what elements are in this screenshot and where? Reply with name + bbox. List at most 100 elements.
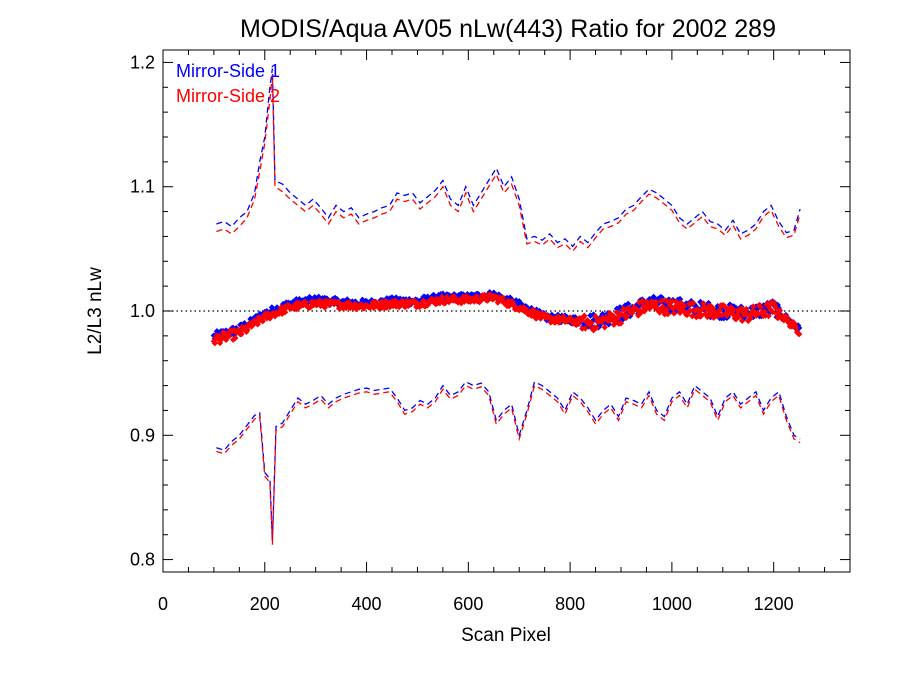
mirror-side-2-point — [611, 318, 619, 326]
mirror-side-2-point — [703, 304, 710, 312]
mirror-side-1-point — [512, 297, 520, 304]
mirror-side-1-point — [516, 298, 523, 305]
mirror-side-1-point — [613, 305, 621, 312]
mirror-side-2-point — [254, 321, 261, 328]
x-tick-label: 400 — [352, 594, 382, 614]
mirror-side-2-point — [666, 301, 674, 309]
mirror-side-2-point — [658, 297, 665, 304]
mirror-side-1-point — [605, 321, 612, 328]
mirror-side-2-point — [588, 319, 595, 327]
y-tick-label: 1.2 — [130, 52, 155, 72]
mirror-side-2-point — [621, 311, 629, 318]
mirror-side-2-upper-line — [216, 74, 801, 253]
mirror-side-2-point — [519, 306, 526, 314]
mirror-side-2-point — [736, 307, 744, 314]
mirror-side-2-point — [281, 308, 289, 316]
mirror-side-2-point — [581, 312, 588, 319]
mirror-side-2-point — [499, 294, 507, 301]
mirror-side-2-point — [729, 305, 737, 313]
mirror-side-2-point — [716, 306, 723, 314]
mirror-side-2-point — [795, 330, 803, 338]
mirror-side-1-point — [543, 316, 550, 324]
mirror-side-2-point — [663, 306, 670, 313]
mirror-side-2-point — [601, 324, 608, 331]
mirror-side-2-point — [750, 303, 757, 310]
mirror-side-2-point — [677, 299, 685, 307]
mirror-side-2-point — [669, 305, 677, 312]
mirror-side-1-point — [714, 302, 721, 310]
mirror-side-2-point — [680, 302, 688, 310]
mirror-side-2-point — [231, 326, 238, 334]
mirror-side-2-point — [709, 305, 716, 312]
mirror-side-1-lower-line — [216, 380, 801, 541]
mirror-side-2-point — [772, 304, 779, 311]
x-axis-label: Scan Pixel — [461, 625, 551, 646]
mirror-side-2-point — [778, 315, 786, 322]
mirror-side-2-point — [748, 311, 755, 319]
mirror-side-2-point — [575, 320, 582, 328]
mirror-side-2-point — [551, 319, 559, 326]
mirror-side-2-point — [623, 313, 631, 320]
mirror-side-2-point — [653, 299, 660, 306]
mirror-side-2-point — [747, 315, 754, 322]
x-tick-label: 1000 — [652, 594, 692, 614]
x-tick-label: 600 — [453, 594, 483, 614]
y-tick-label: 0.8 — [130, 550, 155, 570]
mirror-side-1-point — [697, 298, 704, 306]
mirror-side-2-point — [624, 304, 632, 312]
mirror-side-2-point — [484, 297, 491, 304]
mirror-side-2-point — [690, 299, 697, 307]
x-tick-label: 200 — [250, 594, 280, 614]
mirror-side-2-point — [521, 307, 528, 315]
mirror-side-2-point — [378, 298, 386, 305]
mirror-side-2-point — [668, 297, 676, 305]
mirror-side-2-point — [638, 309, 645, 316]
mirror-side-2-point — [516, 306, 523, 314]
mirror-side-2-point — [724, 305, 732, 313]
mirror-side-2-point — [765, 312, 772, 320]
mirror-side-2-point — [656, 309, 663, 316]
mirror-side-2-point — [735, 313, 743, 321]
mirror-side-2-point — [555, 319, 563, 326]
mirror-side-2-point — [791, 322, 799, 329]
mirror-side-2-point — [473, 293, 480, 300]
legend-mirror-side-2: Mirror-Side 2 — [176, 86, 280, 106]
legend: Mirror-Side 1 Mirror-Side 2 — [176, 61, 280, 106]
mirror-side-2-point — [756, 301, 763, 309]
mirror-side-2-point — [733, 311, 741, 318]
mirror-side-2-point — [592, 313, 599, 320]
mirror-side-2-point — [694, 306, 701, 313]
mirror-side-2-point — [660, 307, 667, 315]
mirror-side-2-point — [753, 312, 760, 319]
mirror-side-2-point — [546, 313, 553, 321]
mirror-side-2-point — [582, 325, 589, 332]
mirror-side-2-point — [574, 316, 581, 323]
mirror-side-2-point — [641, 308, 648, 315]
mirror-side-2-point — [225, 332, 233, 340]
mirror-side-1-point — [775, 304, 782, 312]
mirror-side-2-point — [705, 306, 712, 314]
mirror-side-1-point — [730, 303, 738, 310]
mirror-side-2-point — [609, 312, 617, 320]
y-tick-label: 1.0 — [130, 301, 155, 321]
mirror-side-2-point — [775, 311, 782, 318]
mirror-side-2-point — [259, 318, 266, 325]
mirror-side-2-point — [761, 308, 768, 315]
mirror-side-2-point — [565, 317, 573, 324]
mirror-side-2-point — [711, 308, 718, 316]
mirror-side-2-point — [232, 334, 239, 342]
x-tick-label: 800 — [555, 594, 585, 614]
mirror-side-1-point — [588, 323, 595, 330]
mirror-side-2-point — [664, 310, 672, 318]
mirror-side-1-upper-line — [216, 68, 801, 248]
mirror-side-2-point — [634, 306, 641, 314]
mirror-side-2-point — [776, 307, 783, 314]
mirror-side-1-point — [705, 299, 712, 307]
mirror-side-2-point — [652, 301, 659, 309]
mirror-side-1-point — [750, 313, 757, 321]
mirror-side-2-point — [766, 305, 773, 312]
mirror-side-1-point — [719, 306, 726, 313]
mirror-side-2-point — [549, 317, 557, 325]
mirror-side-2-point — [585, 318, 592, 325]
